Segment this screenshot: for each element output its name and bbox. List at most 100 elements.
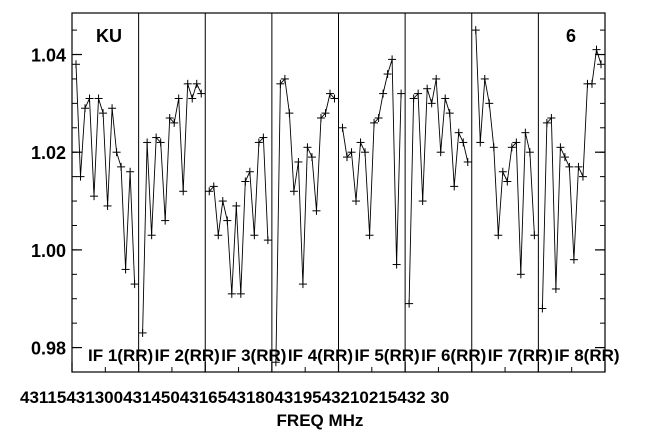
data-point [223, 216, 232, 225]
data-point [316, 114, 325, 123]
data-point [530, 231, 539, 240]
data-point [245, 167, 254, 176]
data-point [99, 109, 108, 118]
data-point [356, 138, 365, 147]
data-point [276, 79, 285, 88]
data-point [388, 55, 397, 64]
data-point [205, 187, 214, 196]
data-point [361, 148, 370, 157]
data-point [489, 143, 498, 152]
data-point [347, 148, 356, 157]
data-point [307, 153, 316, 162]
data-point [85, 94, 94, 103]
data-point [250, 231, 259, 240]
series-panel-8 [538, 45, 605, 313]
data-point [560, 153, 569, 162]
panel-dividers [138, 13, 539, 372]
data-point [542, 118, 551, 127]
y-tick-label: 1.00 [31, 241, 66, 261]
series-line [475, 30, 535, 275]
data-point [370, 118, 379, 127]
data-point [108, 104, 117, 113]
corner-label-left: KU [96, 26, 122, 46]
data-point [592, 45, 601, 54]
series-line [275, 77, 335, 363]
panel-label: IF 5(RR) [355, 346, 420, 365]
data-point [103, 201, 112, 210]
data-point [183, 79, 192, 88]
data-point [218, 197, 227, 206]
data-point [538, 304, 547, 313]
data-point [383, 70, 392, 79]
data-point [418, 197, 427, 206]
data-point [81, 104, 90, 113]
panel-label: IF 2(RR) [155, 346, 220, 365]
data-point [227, 289, 236, 298]
data-point [197, 89, 206, 98]
panel-label: IF 6(RR) [421, 346, 486, 365]
data-point [392, 260, 401, 269]
x-axis-tick-labels: 4311543130043145043165431804319543210215… [20, 388, 449, 407]
data-point [330, 94, 339, 103]
series-panel-3 [205, 133, 272, 298]
series-line [75, 64, 136, 285]
series-panel-4 [271, 74, 339, 367]
data-point [525, 148, 534, 157]
data-point [441, 94, 450, 103]
data-point [285, 109, 294, 118]
data-point [147, 231, 156, 240]
panel-labels: IF 1(RR) IF 2(RR) IF 3(RR) IF 4(RR) IF 5(RR)… [88, 346, 620, 365]
data-point [170, 118, 179, 127]
data-point [294, 157, 303, 166]
data-point [179, 187, 188, 196]
data-point [409, 94, 418, 103]
data-point [556, 143, 565, 152]
data-point [254, 138, 263, 147]
data-point [512, 138, 521, 147]
data-point [503, 177, 512, 186]
data-point [130, 280, 139, 289]
data-point [126, 167, 135, 176]
data-point [280, 74, 289, 83]
data-point [459, 138, 468, 147]
data-point [352, 197, 361, 206]
data-point [90, 192, 99, 201]
data-point [521, 128, 530, 137]
data-point [498, 167, 507, 176]
y-tick-label: 0.98 [31, 339, 66, 359]
data-point [445, 109, 454, 118]
data-point [574, 162, 583, 171]
data-point [321, 109, 330, 118]
data-point [547, 114, 556, 123]
data-point [507, 143, 516, 152]
data-point [454, 128, 463, 137]
data-point [578, 172, 587, 181]
data-point [303, 143, 312, 152]
data-point [374, 114, 383, 123]
data-point [480, 74, 489, 83]
data-point [72, 60, 80, 69]
data-point [76, 172, 85, 181]
data-point [494, 231, 503, 240]
data-point [569, 255, 578, 264]
data-point [112, 148, 121, 157]
y-axis: 0.98 1.00 1.02 1.04 [31, 29, 605, 359]
data-point [271, 358, 280, 367]
series-line [142, 82, 202, 333]
panel-label: IF 1(RR) [88, 346, 153, 365]
data-point [152, 133, 161, 142]
panel-label: IF 7(RR) [488, 346, 553, 365]
panel-label: IF 3(RR) [221, 346, 286, 365]
data-point [423, 84, 432, 93]
data-point [471, 26, 480, 35]
data-point [259, 133, 268, 142]
data-point [236, 289, 245, 298]
data-point [485, 99, 494, 108]
data-point [432, 74, 441, 83]
series-panel-1 [72, 60, 139, 289]
data-point [476, 138, 485, 147]
data-point [516, 270, 525, 279]
data-point [565, 162, 574, 171]
data-point [232, 201, 241, 210]
